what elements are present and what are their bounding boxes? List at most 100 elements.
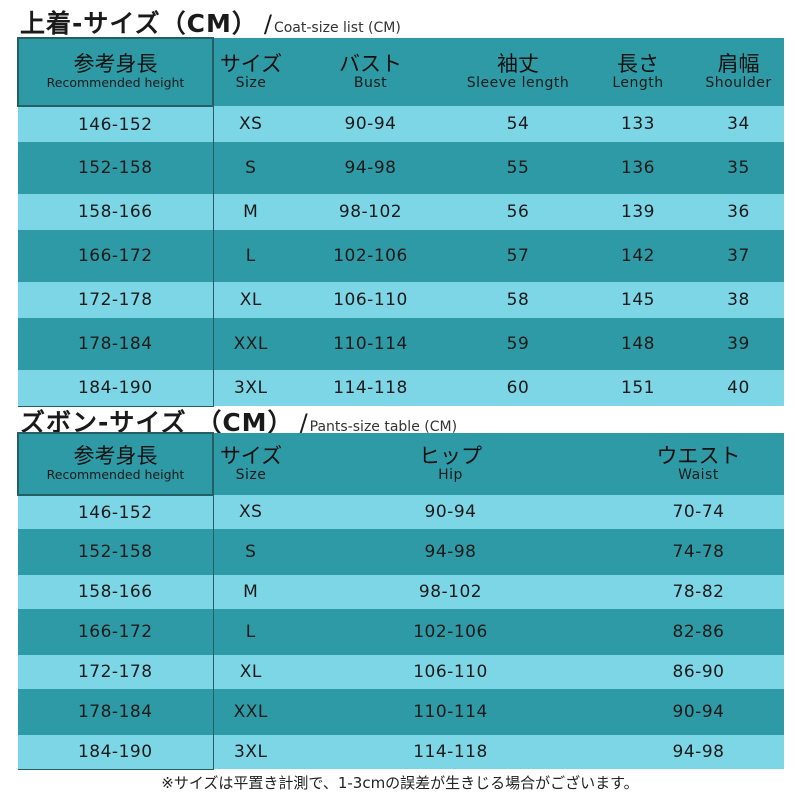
header-en: Recommended height (46, 467, 185, 482)
cell-shoulder: 37 (727, 246, 750, 266)
cell-height: 158-166 (18, 194, 214, 230)
cell-shoulder: 35 (727, 158, 750, 178)
table-row: 184-190 3XL 114-118 94-98 (18, 735, 784, 770)
cell-height: 166-172 (18, 609, 214, 655)
cell-height: 166-172 (18, 230, 214, 282)
coat-header-shoulder: 肩幅 Shoulder (693, 38, 784, 106)
header-en: Recommended height (46, 75, 185, 90)
cell-size: S (245, 542, 257, 562)
cell-height: 158-166 (18, 575, 214, 609)
table-row: 146-152 XS 90-94 70-74 (18, 495, 784, 529)
cell-size: M (243, 202, 259, 222)
table-row: 152-158 S 94-98 74-78 (18, 529, 784, 575)
cell-shoulder: 39 (727, 334, 750, 354)
header-jp: 長さ (617, 52, 659, 76)
cell-waist: 74-78 (672, 542, 725, 562)
cell-size: XL (239, 662, 262, 682)
coat-header-row: 参考身長 Recommended height サイズ Size バスト Bus… (17, 37, 784, 107)
header-jp: サイズ (219, 52, 283, 76)
coat-title-slash: / (263, 10, 272, 38)
header-en: Shoulder (705, 75, 772, 91)
coat-header-sleeve: 袖丈 Sleeve length (453, 38, 583, 106)
cell-waist: 90-94 (672, 702, 725, 722)
table-row: 178-184 XXL 110-114 90-94 (18, 689, 784, 735)
cell-bust: 110-114 (333, 334, 408, 354)
cell-height: 152-158 (18, 142, 214, 194)
pants-header-height: 参考身長 Recommended height (17, 432, 214, 496)
cell-height: 152-158 (18, 529, 214, 575)
cell-length: 136 (621, 158, 655, 178)
cell-sleeve: 57 (506, 246, 530, 266)
coat-section-title: 上着-サイズ（CM） / Coat-size list (CM) (20, 4, 401, 40)
cell-hip: 114-118 (413, 742, 488, 762)
cell-height: 184-190 (18, 370, 214, 407)
cell-shoulder: 36 (727, 202, 750, 222)
header-jp: 肩幅 (717, 52, 760, 76)
pants-header-size: サイズ Size (213, 433, 288, 495)
cell-size: L (245, 622, 256, 642)
cell-size: XS (239, 114, 263, 134)
measurement-footnote: ※サイズは平置き計測で、1-3cmの誤差が生きじる場合がございます。 (161, 774, 639, 792)
pants-title-en: Pants-size table (CM) (309, 419, 458, 435)
cell-size: XS (239, 502, 263, 522)
cell-sleeve: 56 (506, 202, 530, 222)
cell-size: XXL (233, 702, 268, 722)
cell-bust: 90-94 (344, 114, 397, 134)
header-en: Size (235, 467, 267, 483)
cell-length: 148 (621, 334, 655, 354)
cell-height: 178-184 (18, 689, 214, 735)
coat-header-height: 参考身長 Recommended height (17, 37, 214, 107)
cell-hip: 90-94 (424, 502, 477, 522)
table-row: 166-172 L 102-106 82-86 (18, 609, 784, 655)
cell-size: XL (239, 290, 262, 310)
cell-sleeve: 58 (506, 290, 530, 310)
pants-header-hip: ヒップ Hip (288, 433, 613, 495)
cell-height: 146-152 (18, 495, 214, 529)
cell-size: L (245, 246, 256, 266)
cell-height: 172-178 (18, 655, 214, 689)
header-en: Bust (353, 75, 388, 91)
cell-waist: 70-74 (672, 502, 725, 522)
cell-hip: 98-102 (418, 582, 483, 602)
cell-waist: 82-86 (672, 622, 725, 642)
header-en: Hip (438, 467, 463, 483)
header-en: Waist (678, 467, 719, 483)
header-jp: サイズ (219, 444, 283, 468)
pants-title-slash: / (299, 409, 308, 437)
header-en: Length (612, 75, 664, 91)
cell-length: 145 (621, 290, 655, 310)
cell-size: XXL (233, 334, 268, 354)
table-row: 172-178 XL 106-110 58 145 38 (18, 282, 784, 318)
header-en: Sleeve length (466, 75, 570, 91)
cell-size: 3XL (234, 742, 268, 762)
coat-title-jp: 上着-サイズ（CM） (20, 9, 258, 38)
pants-size-table: 参考身長 Recommended height サイズ Size ヒップ Hip… (17, 432, 784, 770)
pants-header-row: 参考身長 Recommended height サイズ Size ヒップ Hip… (17, 432, 784, 496)
cell-shoulder: 34 (727, 114, 750, 134)
cell-length: 139 (621, 202, 655, 222)
header-jp: ウエスト (656, 444, 741, 468)
header-jp: 参考身長 (73, 52, 158, 76)
coat-header-bust: バスト Bust (288, 38, 453, 106)
table-row: 146-152 XS 90-94 54 133 34 (18, 106, 784, 142)
cell-size: S (245, 158, 257, 178)
pants-header-waist: ウエスト Waist (613, 433, 784, 495)
coat-title-en: Coat-size list (CM) (273, 20, 401, 36)
header-jp: 袖丈 (497, 52, 539, 76)
coat-header-length: 長さ Length (583, 38, 693, 106)
cell-length: 151 (621, 378, 655, 398)
cell-height: 178-184 (18, 318, 214, 370)
cell-sleeve: 55 (506, 158, 530, 178)
table-row: 158-166 M 98-102 56 139 36 (18, 194, 784, 230)
cell-shoulder: 40 (727, 378, 750, 398)
header-jp: 参考身長 (73, 444, 158, 468)
cell-hip: 102-106 (413, 622, 488, 642)
header-jp: バスト (339, 52, 402, 76)
cell-waist: 86-90 (672, 662, 725, 682)
cell-sleeve: 60 (506, 378, 530, 398)
cell-height: 184-190 (18, 735, 214, 770)
coat-size-table: 参考身長 Recommended height サイズ Size バスト Bus… (17, 37, 784, 407)
cell-sleeve: 54 (506, 114, 530, 134)
cell-hip: 110-114 (413, 702, 488, 722)
cell-bust: 114-118 (333, 378, 408, 398)
